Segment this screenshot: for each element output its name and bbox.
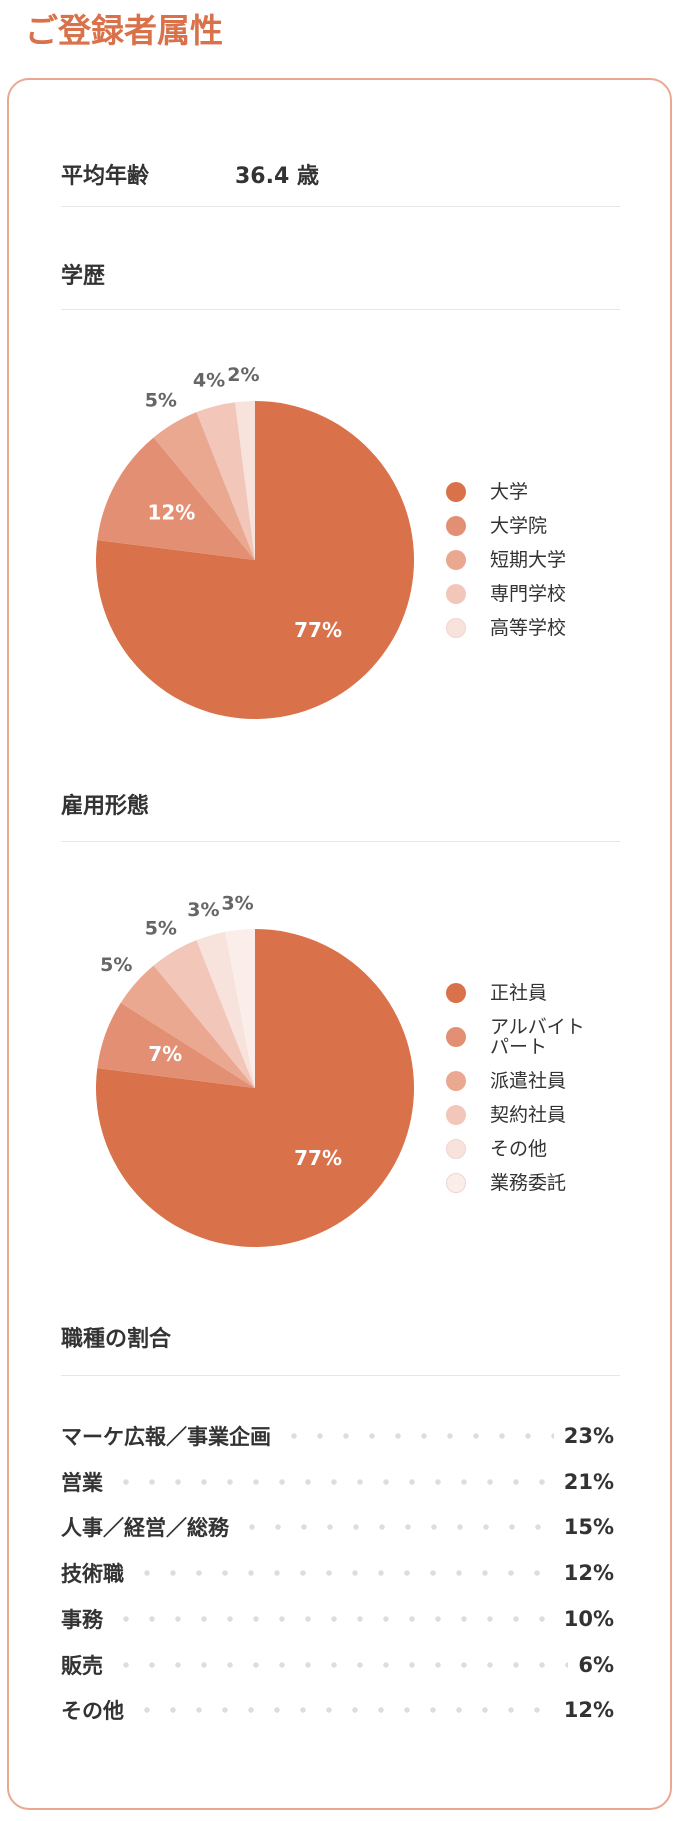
section-heading: 職種の割合	[61, 1327, 172, 1352]
section-heading: 学歴	[61, 264, 106, 289]
pie-slice	[120, 965, 255, 1088]
age-label: 平均年齢	[61, 164, 150, 189]
leader-dots	[113, 1661, 569, 1668]
value-label: 3%	[187, 899, 219, 921]
legend-label: アルバイト パート	[490, 1016, 585, 1058]
legend-item: 大学院	[446, 516, 566, 536]
legend-item: 大学	[446, 482, 566, 502]
legend-item: 派遣社員	[446, 1071, 585, 1091]
legend-swatch	[446, 482, 466, 502]
job-percent: 23%	[563, 1424, 614, 1448]
page-title: ご登録者属性	[25, 11, 223, 50]
job-label: 営業	[61, 1470, 103, 1495]
pie-chart: 77% 12% 5% 4% 2%	[96, 364, 415, 719]
pie-slice	[97, 437, 256, 560]
legend-swatch	[446, 584, 466, 604]
legend-label: 高等学校	[490, 617, 567, 639]
job-percent: 12%	[563, 1561, 614, 1586]
pie-slice	[97, 1002, 256, 1088]
leader-dots	[113, 1478, 554, 1485]
job-row: 技術職 12%	[61, 1558, 614, 1588]
job-label: マーケ広報／事業企画	[61, 1425, 271, 1449]
value-label: 77%	[294, 618, 342, 642]
legend-item: 正社員	[446, 983, 585, 1003]
job-percent: 15%	[563, 1515, 614, 1540]
pie-chart: 77% 7% 5% 5% 3% 3%	[96, 892, 415, 1247]
value-label: 5%	[100, 954, 132, 976]
job-percent: 12%	[563, 1698, 614, 1723]
pie-slice	[96, 929, 415, 1247]
divider	[61, 1375, 620, 1376]
legend-label: 正社員	[490, 982, 548, 1004]
pie-slice	[196, 931, 255, 1088]
legend-swatch	[446, 618, 466, 638]
card	[7, 78, 672, 1810]
value-label: 4%	[193, 369, 225, 391]
job-percent: 10%	[563, 1606, 614, 1631]
value-label: 2%	[227, 364, 259, 386]
legend-swatch	[446, 1027, 466, 1047]
job-row: 事務 10%	[61, 1604, 614, 1634]
job-label: 人事／経営／総務	[61, 1516, 229, 1541]
job-label: 事務	[61, 1607, 103, 1632]
value-label: 7%	[148, 1042, 182, 1066]
job-percent: 21%	[563, 1469, 614, 1494]
legend-label: 専門学校	[490, 583, 567, 605]
value-label: 5%	[145, 389, 177, 411]
divider	[61, 309, 620, 310]
job-row: 販売 6%	[61, 1650, 614, 1680]
legend-item: 契約社員	[446, 1105, 585, 1125]
legend-item: 専門学校	[446, 584, 566, 604]
legend-label: 大学院	[490, 515, 548, 537]
job-label: その他	[61, 1699, 124, 1724]
section-heading: 雇用形態	[61, 794, 150, 819]
legend-label: その他	[490, 1138, 548, 1160]
pie-slice	[235, 401, 255, 560]
legend: 正社員アルバイト パート派遣社員契約社員その他業務委託	[446, 983, 585, 1193]
legend-item: 高等学校	[446, 618, 566, 638]
leader-dots	[239, 1524, 554, 1531]
leader-dots	[134, 1707, 554, 1714]
legend-swatch	[446, 550, 466, 570]
legend-swatch	[446, 1071, 466, 1091]
pie-slice	[196, 402, 255, 560]
legend-label: 契約社員	[490, 1104, 567, 1126]
job-row: 営業 21%	[61, 1467, 614, 1497]
legend-item: 業務委託	[446, 1173, 585, 1193]
leader-dots	[281, 1433, 554, 1439]
divider	[61, 206, 620, 207]
legend-swatch	[446, 1105, 466, 1125]
legend-item: 短期大学	[446, 550, 566, 570]
value-label: 12%	[147, 501, 195, 525]
legend-swatch	[446, 1173, 466, 1193]
age-value: 36.4 歳	[235, 164, 319, 189]
job-percent: 6%	[578, 1652, 614, 1677]
pie-slice	[153, 412, 255, 560]
legend-item: アルバイト パート	[446, 1017, 585, 1057]
legend: 大学大学院短期大学専門学校高等学校	[446, 482, 566, 638]
value-label: 77%	[294, 1146, 342, 1170]
value-label: 3%	[221, 892, 253, 914]
legend-swatch	[446, 516, 466, 536]
pie-slice	[153, 940, 255, 1088]
job-label: 技術職	[61, 1562, 124, 1587]
job-label: 販売	[61, 1653, 103, 1678]
legend-swatch	[446, 983, 466, 1003]
legend-label: 大学	[490, 481, 529, 503]
value-label: 5%	[145, 917, 177, 939]
divider	[61, 841, 620, 842]
legend-item: その他	[446, 1139, 585, 1159]
job-row: その他 12%	[61, 1695, 614, 1725]
leader-dots	[113, 1615, 554, 1622]
legend-label: 派遣社員	[490, 1070, 567, 1092]
legend-label: 業務委託	[490, 1172, 567, 1194]
job-row: 人事／経営／総務 15%	[61, 1512, 614, 1542]
pie-slice	[225, 929, 255, 1088]
pie-slice	[96, 401, 415, 719]
legend-swatch	[446, 1139, 466, 1159]
job-row: マーケ広報／事業企画 23%	[61, 1421, 614, 1451]
leader-dots	[134, 1570, 554, 1577]
legend-label: 短期大学	[490, 549, 567, 571]
